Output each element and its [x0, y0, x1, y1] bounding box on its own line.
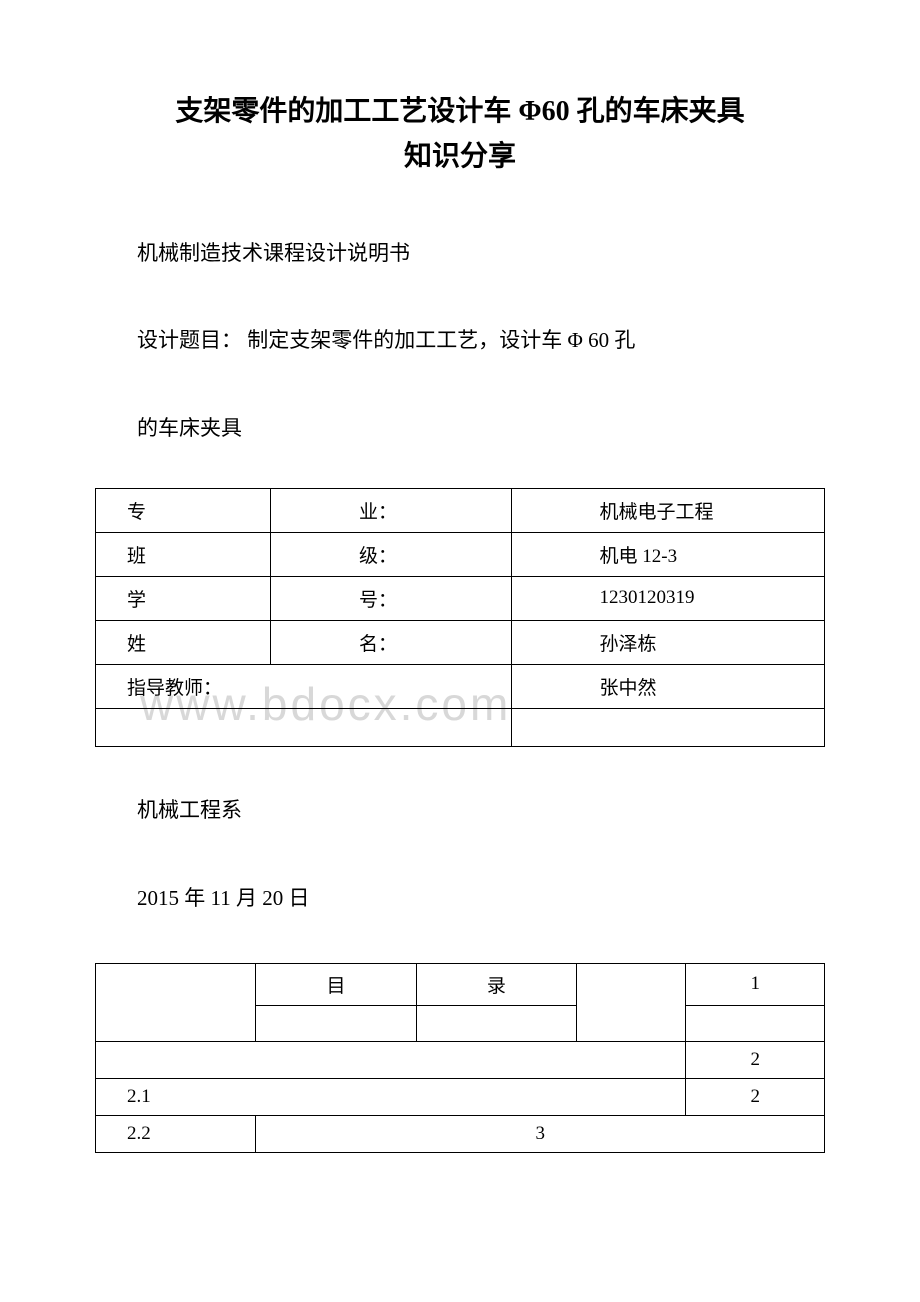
- info-value: 机械电子工程: [511, 488, 824, 532]
- toc-page: 2: [686, 1041, 825, 1078]
- info-value: 张中然: [511, 664, 824, 708]
- toc-page: 1: [686, 963, 825, 1005]
- page-title: 支架零件的加工工艺设计车 Φ60 孔的车床夹具 知识分享: [95, 90, 825, 180]
- info-suffix: 名：: [270, 620, 511, 664]
- info-table-wrapper: 专 业： 机械电子工程 班 级： 机电 12-3 学 号： 1230120319…: [95, 488, 825, 747]
- department: 机械工程系: [95, 792, 825, 830]
- toc-cell: [96, 1041, 686, 1078]
- fixture-text: 的车床夹具: [95, 410, 825, 448]
- title-line-1: 支架零件的加工工艺设计车 Φ60 孔的车床夹具: [175, 96, 744, 127]
- info-empty: [511, 708, 824, 746]
- toc-cell: [577, 963, 686, 1041]
- design-topic: 设计题目： 制定支架零件的加工工艺，设计车 Φ 60 孔: [95, 322, 825, 360]
- info-label: 班: [96, 532, 271, 576]
- info-label-merged: 指导教师：: [96, 664, 512, 708]
- info-suffix: 号：: [270, 576, 511, 620]
- info-label: 专: [96, 488, 271, 532]
- toc-cell: [416, 1005, 576, 1041]
- date: 2015 年 11 月 20 日: [95, 880, 825, 918]
- toc-header-lu: 录: [416, 963, 576, 1005]
- subtitle: 机械制造技术课程设计说明书: [95, 235, 825, 273]
- table-row: 2.1 2: [96, 1078, 825, 1115]
- table-row: 姓 名： 孙泽栋: [96, 620, 825, 664]
- table-row: 班 级： 机电 12-3: [96, 532, 825, 576]
- table-row: 学 号： 1230120319: [96, 576, 825, 620]
- info-empty: [96, 708, 512, 746]
- toc-cell: [256, 1005, 416, 1041]
- toc-header-mu: 目: [256, 963, 416, 1005]
- info-suffix: 业：: [270, 488, 511, 532]
- title-line-2: 知识分享: [404, 141, 516, 172]
- table-row: 目 录 1: [96, 963, 825, 1005]
- toc-section: 2.2: [96, 1115, 256, 1152]
- document-container: 支架零件的加工工艺设计车 Φ60 孔的车床夹具 知识分享 机械制造技术课程设计说…: [95, 90, 825, 1153]
- info-table: 专 业： 机械电子工程 班 级： 机电 12-3 学 号： 1230120319…: [95, 488, 825, 747]
- table-row: 专 业： 机械电子工程: [96, 488, 825, 532]
- table-row: 2.2 3: [96, 1115, 825, 1152]
- info-value: 孙泽栋: [511, 620, 824, 664]
- toc-table: 目 录 1 2 2.1 2 2.2 3: [95, 963, 825, 1153]
- toc-cell: [96, 963, 256, 1041]
- info-label: 姓: [96, 620, 271, 664]
- toc-page: 3: [256, 1115, 825, 1152]
- info-suffix: 级：: [270, 532, 511, 576]
- toc-cell: [686, 1005, 825, 1041]
- info-label: 学: [96, 576, 271, 620]
- toc-page: 2: [686, 1078, 825, 1115]
- info-value: 1230120319: [511, 576, 824, 620]
- toc-section: 2.1: [96, 1078, 686, 1115]
- table-row: 2: [96, 1041, 825, 1078]
- table-row: 指导教师： 张中然: [96, 664, 825, 708]
- info-value: 机电 12-3: [511, 532, 824, 576]
- table-row: [96, 708, 825, 746]
